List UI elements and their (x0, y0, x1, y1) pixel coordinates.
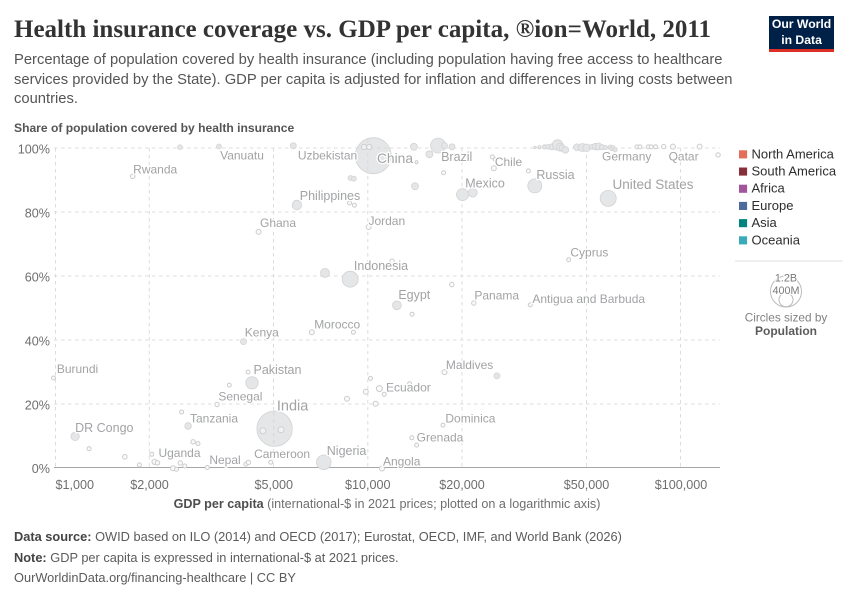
svg-text:40%: 40% (25, 334, 50, 348)
svg-text:Vanuatu: Vanuatu (220, 149, 264, 163)
svg-text:Asia: Asia (752, 215, 778, 230)
svg-text:0%: 0% (32, 462, 50, 476)
svg-text:Uganda: Uganda (158, 446, 200, 460)
svg-text:Uzbekistan: Uzbekistan (298, 149, 357, 163)
svg-text:Nigeria: Nigeria (327, 444, 367, 458)
svg-text:Cameroon: Cameroon (254, 447, 310, 461)
svg-text:DR Congo: DR Congo (75, 421, 133, 435)
svg-text:$1,000: $1,000 (56, 478, 95, 492)
svg-text:Qatar: Qatar (669, 150, 699, 164)
svg-text:Panama: Panama (474, 288, 519, 302)
svg-text:Dominica: Dominica (445, 412, 495, 426)
svg-text:Mexico: Mexico (465, 177, 505, 191)
svg-text:80%: 80% (25, 206, 50, 220)
svg-text:$20,000: $20,000 (439, 478, 485, 492)
svg-text:$10,000: $10,000 (345, 478, 391, 492)
svg-text:Chile: Chile (495, 155, 523, 169)
svg-text:Ecuador: Ecuador (386, 381, 431, 395)
svg-text:Ghana: Ghana (260, 216, 296, 230)
svg-text:Kenya: Kenya (245, 326, 279, 340)
svg-text:United States: United States (612, 177, 693, 192)
svg-text:Jordan: Jordan (368, 214, 405, 228)
svg-text:$2,000: $2,000 (130, 478, 169, 492)
svg-text:Germany: Germany (602, 150, 651, 164)
svg-text:1.2B: 1.2B (775, 273, 797, 285)
svg-text:Rwanda: Rwanda (133, 163, 177, 177)
svg-text:Maldives: Maldives (446, 358, 493, 372)
svg-text:20%: 20% (25, 398, 50, 412)
svg-text:Pakistan: Pakistan (254, 363, 302, 377)
svg-text:Antigua and Barbuda: Antigua and Barbuda (532, 292, 645, 306)
svg-text:Oceania: Oceania (752, 232, 801, 247)
svg-text:North America: North America (752, 146, 835, 161)
svg-text:Indonesia: Indonesia (354, 259, 408, 273)
svg-text:Egypt: Egypt (398, 288, 430, 302)
svg-text:400M: 400M (772, 285, 799, 297)
svg-text:Nepal: Nepal (209, 453, 240, 467)
svg-text:Russia: Russia (536, 168, 574, 182)
svg-text:Burundi: Burundi (57, 362, 98, 376)
svg-text:Grenada: Grenada (417, 431, 464, 445)
svg-text:Angola: Angola (383, 455, 421, 469)
svg-text:$5,000: $5,000 (255, 478, 294, 492)
svg-text:60%: 60% (25, 270, 50, 284)
svg-text:$100,000: $100,000 (655, 478, 708, 492)
svg-text:China: China (377, 151, 413, 166)
svg-text:100%: 100% (18, 142, 50, 156)
svg-text:GDP per capita (international-: GDP per capita (international-$ in 2021 … (174, 497, 601, 511)
svg-text:Morocco: Morocco (314, 318, 360, 332)
svg-text:Circles sized by: Circles sized by (745, 311, 828, 325)
svg-text:Africa: Africa (752, 181, 786, 196)
svg-text:Brazil: Brazil (441, 150, 472, 164)
svg-text:Europe: Europe (752, 198, 794, 213)
svg-text:$50,000: $50,000 (564, 478, 610, 492)
svg-text:Philippines: Philippines (300, 189, 360, 203)
svg-text:Cyprus: Cyprus (570, 246, 608, 260)
svg-text:Tanzania: Tanzania (190, 411, 238, 425)
svg-text:Population: Population (755, 324, 817, 338)
svg-text:Senegal: Senegal (218, 389, 262, 403)
svg-text:India: India (277, 399, 309, 415)
svg-text:South America: South America (752, 164, 837, 179)
